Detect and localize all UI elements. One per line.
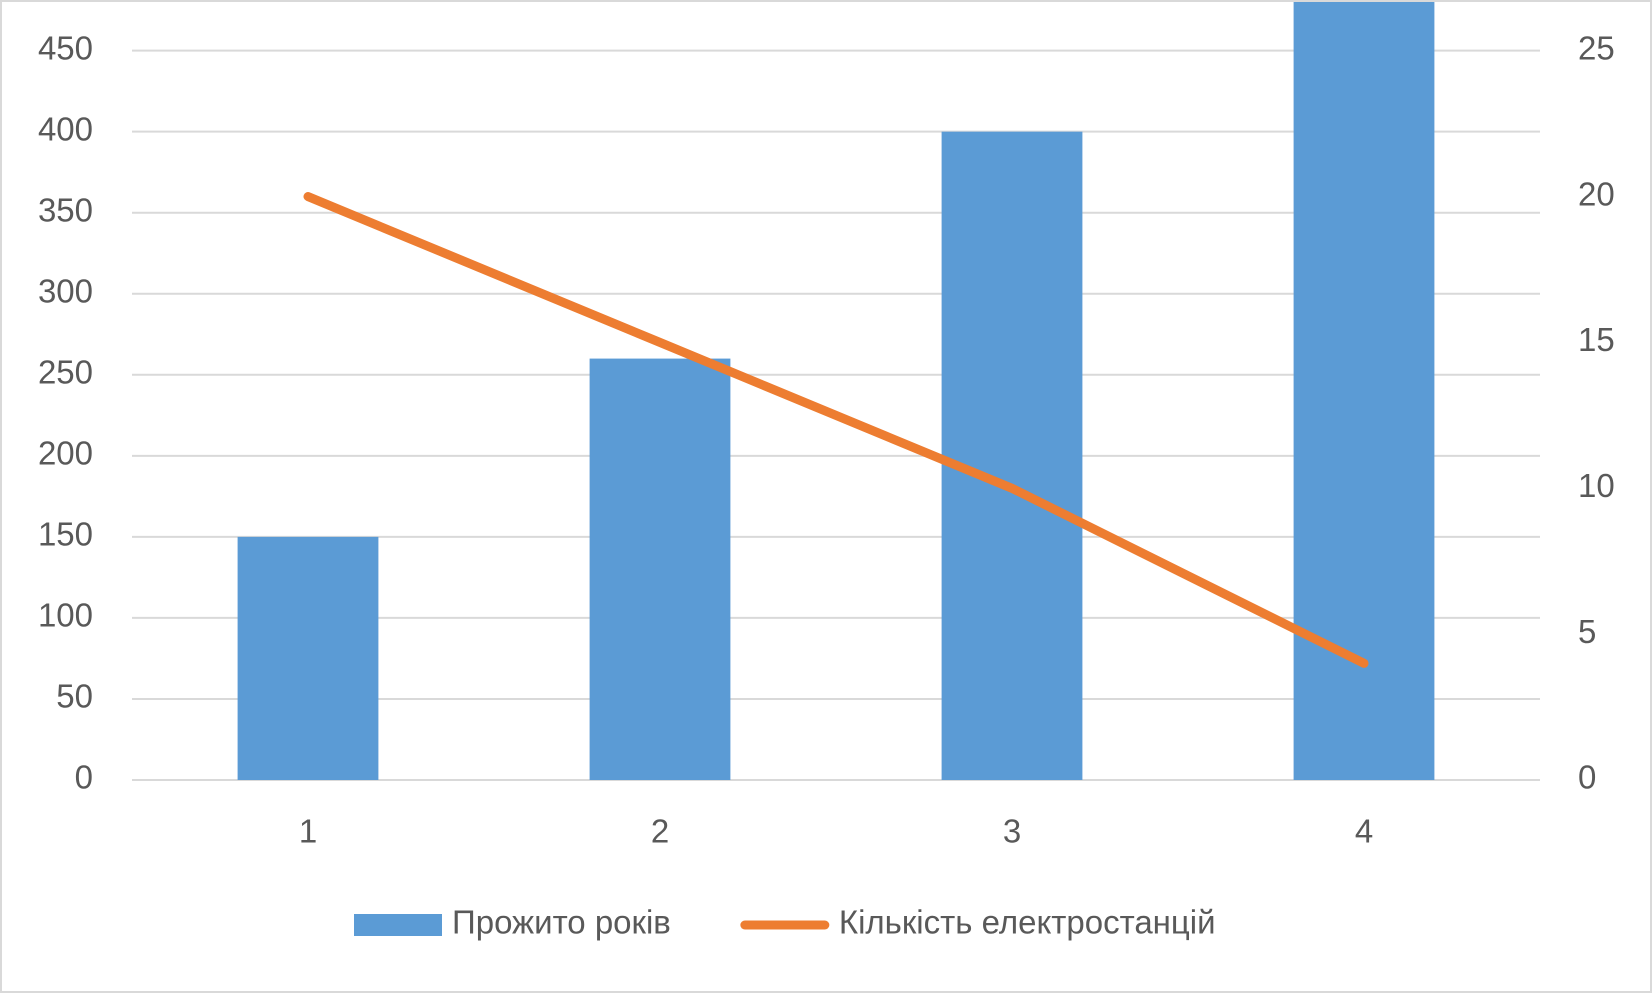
y-tick-label: 50 [56,678,93,715]
bar [237,536,379,780]
y2-tick-label: 10 [1578,467,1615,504]
plot-area [237,2,1435,781]
x-tick-label: 4 [1355,813,1373,850]
y-tick-label: 100 [38,597,93,634]
y-tick-label: 200 [38,435,93,472]
bar [1293,2,1435,781]
y-tick-label: 450 [38,29,93,66]
y2-tick-label: 25 [1578,29,1615,66]
y2-tick-label: 5 [1578,613,1596,650]
y-tick-label: 350 [38,191,93,228]
x-tick-label: 3 [1003,813,1021,850]
x-tick-label: 1 [299,813,317,850]
y-tick-label: 400 [38,110,93,147]
x-tick-label: 2 [651,813,669,850]
legend-label: Кількість електростанцій [839,904,1216,941]
y2-tick-label: 0 [1578,759,1596,796]
bar [589,358,731,780]
legend-swatch [354,914,442,936]
y-tick-label: 300 [38,272,93,309]
y2-tick-label: 20 [1578,175,1615,212]
legend-label: Прожито років [452,904,671,941]
y-tick-label: 250 [38,354,93,391]
y2-tick-label: 15 [1578,321,1615,358]
bar [941,131,1083,780]
line [303,192,1369,668]
y-tick-label: 0 [75,759,93,796]
y-tick-label: 150 [38,516,93,553]
